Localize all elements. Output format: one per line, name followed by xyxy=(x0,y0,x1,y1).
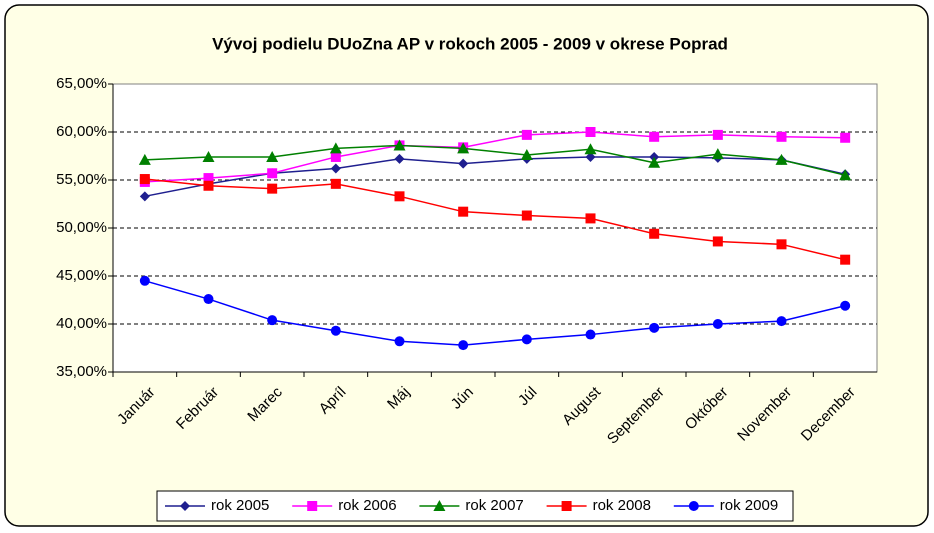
y-tick-label: 35,00% xyxy=(56,363,107,380)
marker xyxy=(203,180,214,191)
legend-label: rok 2006 xyxy=(338,497,396,514)
marker xyxy=(180,501,190,511)
legend-label: rok 2005 xyxy=(211,497,269,514)
series-line xyxy=(144,144,846,176)
legend-label: rok 2008 xyxy=(593,497,651,514)
series-line xyxy=(144,156,846,198)
marker xyxy=(267,183,278,194)
marker xyxy=(139,191,150,202)
marker xyxy=(330,325,341,336)
marker xyxy=(840,254,851,265)
marker xyxy=(520,149,533,161)
marker xyxy=(307,501,318,511)
marker xyxy=(839,169,852,181)
marker xyxy=(561,501,572,511)
marker xyxy=(266,150,279,162)
marker xyxy=(433,500,446,511)
marker xyxy=(394,153,405,164)
marker xyxy=(267,315,278,326)
marker xyxy=(393,139,406,151)
marker xyxy=(267,168,278,179)
y-tick-label: 60,00% xyxy=(56,123,107,140)
marker xyxy=(585,151,596,162)
marker xyxy=(712,129,723,140)
marker xyxy=(585,213,596,224)
series-line xyxy=(144,178,846,261)
chart-title: Vývoj podielu DUoZna AP v rokoch 2005 - … xyxy=(212,34,728,53)
marker xyxy=(775,153,788,165)
y-tick-label: 50,00% xyxy=(56,219,107,236)
marker xyxy=(521,129,532,140)
series-line xyxy=(144,280,846,346)
y-tick-label: 45,00% xyxy=(56,267,107,284)
legend-label: rok 2007 xyxy=(465,497,523,514)
marker xyxy=(688,501,699,511)
marker xyxy=(584,143,597,155)
marker xyxy=(138,153,151,165)
marker xyxy=(330,151,341,162)
y-tick-label: 55,00% xyxy=(56,171,107,188)
marker xyxy=(394,336,405,347)
marker xyxy=(585,127,596,137)
marker xyxy=(649,131,660,142)
marker xyxy=(457,142,470,154)
marker xyxy=(649,228,660,239)
y-tick-label: 65,00% xyxy=(56,75,107,92)
marker xyxy=(521,210,532,221)
marker xyxy=(330,178,341,189)
marker xyxy=(330,163,341,174)
marker xyxy=(711,148,724,160)
marker xyxy=(776,131,787,142)
marker xyxy=(712,319,723,329)
marker xyxy=(139,275,150,286)
marker xyxy=(776,239,787,250)
marker xyxy=(203,294,214,305)
marker xyxy=(458,340,469,351)
marker xyxy=(202,150,215,162)
marker xyxy=(458,206,469,217)
marker xyxy=(203,173,214,184)
y-tick-label: 40,00% xyxy=(56,315,107,332)
marker xyxy=(458,158,469,169)
legend-label: rok 2009 xyxy=(720,497,778,514)
marker xyxy=(712,236,723,247)
marker xyxy=(840,300,851,311)
marker xyxy=(840,132,851,143)
marker xyxy=(648,156,661,168)
marker xyxy=(776,316,787,327)
marker xyxy=(585,329,596,340)
marker xyxy=(329,142,342,154)
marker xyxy=(139,174,150,185)
series-line xyxy=(144,131,846,183)
marker xyxy=(649,322,660,333)
marker xyxy=(394,191,405,202)
marker xyxy=(521,334,532,345)
